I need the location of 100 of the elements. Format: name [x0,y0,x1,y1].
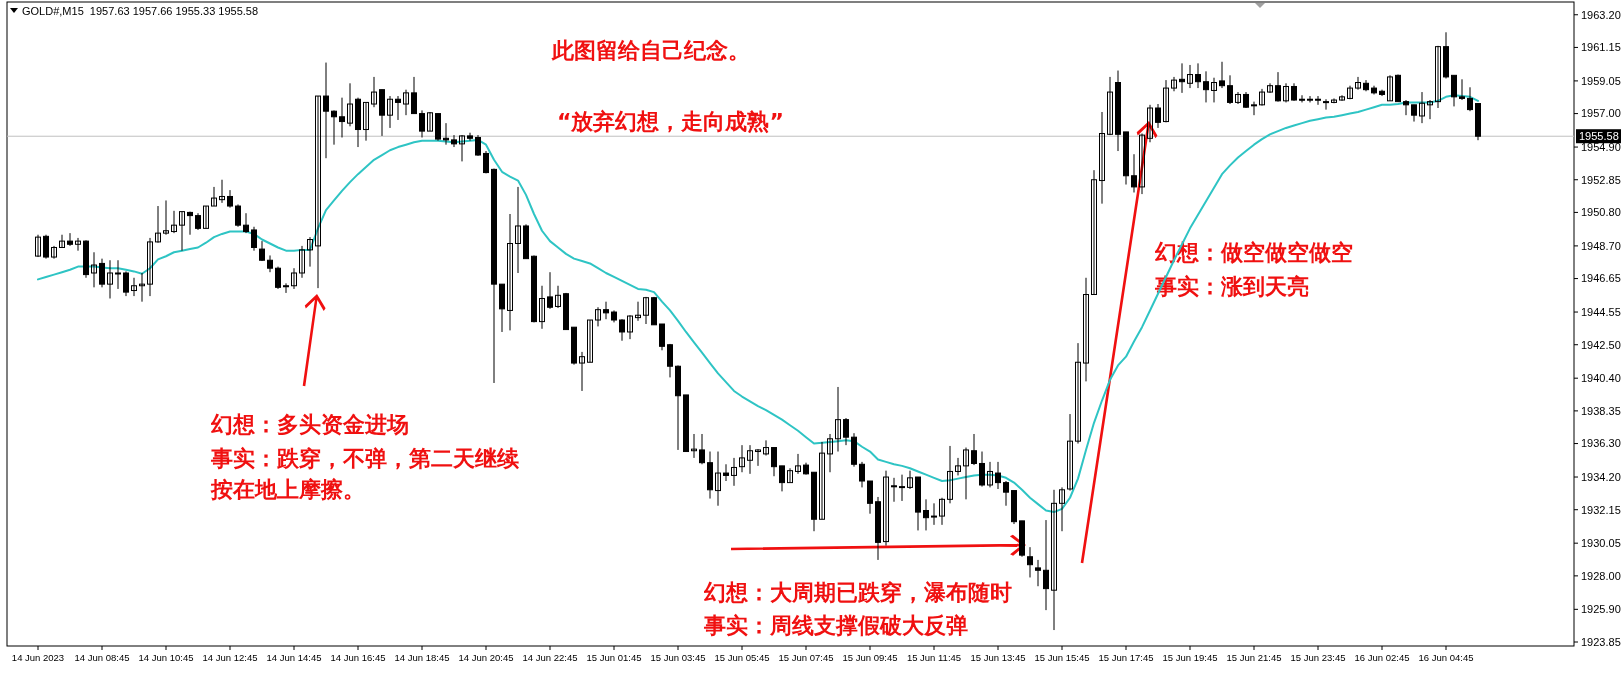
candlestick [1299,94,1305,103]
candlestick [595,306,601,327]
x-tick-label: 14 Jun 2023 [11,652,65,663]
x-tick-label: 15 Jun 21:45 [1226,652,1282,663]
candlestick [699,433,705,465]
candlestick [155,205,161,244]
x-tick-label: 14 Jun 08:45 [74,652,130,663]
x-tick-label: 15 Jun 05:45 [714,652,770,663]
candlestick [1075,342,1081,445]
candlestick [1195,62,1201,89]
y-tick-label: 1938.35 [1581,404,1621,417]
candlestick [1043,519,1049,611]
candlestick [883,470,889,547]
candlestick [363,101,369,142]
candlestick [1083,277,1089,382]
candlestick [1179,62,1185,94]
candlestick [459,134,465,162]
candlestick [779,465,785,492]
candlestick [715,451,721,507]
candlestick [147,237,153,297]
candlestick [1155,103,1161,129]
y-tick-label: 1930.05 [1581,537,1621,550]
candlestick [1147,104,1153,143]
candlestick [75,237,81,252]
candlestick [859,461,865,488]
x-tick-label: 15 Jun 13:45 [970,652,1026,663]
y-tick-label: 1950.80 [1581,206,1621,219]
candlestick [1435,45,1441,109]
y-tick-label: 1952.85 [1581,173,1621,186]
y-tick-label: 1963.20 [1581,8,1621,21]
x-tick-label: 15 Jun 03:45 [650,652,706,663]
candlestick [955,457,961,476]
y-tick-label: 1928.00 [1581,569,1621,582]
candlestick [891,477,897,503]
y-tick-label: 1944.55 [1581,305,1621,318]
candlestick [1283,82,1289,103]
candlestick [659,323,665,351]
x-tick-label: 15 Jun 23:45 [1290,652,1346,663]
y-tick-label: 1936.30 [1581,437,1621,450]
x-tick-label: 14 Jun 18:45 [394,652,450,663]
candlestick [763,439,769,457]
candlestick [131,277,137,297]
candlestick [283,282,289,294]
candlestick [843,417,849,446]
candlestick [1227,74,1233,105]
candlestick [1355,76,1361,91]
candlestick [387,95,393,129]
x-tick-label: 15 Jun 07:45 [778,652,834,663]
candlestick [979,451,985,488]
candlestick [1035,559,1041,587]
candlestick [931,502,937,526]
ref-line-label: 1955.58 [1579,130,1619,143]
x-tick-label: 15 Jun 11:45 [906,652,962,663]
candlestick [995,461,1001,490]
candlestick [739,444,745,473]
candlestick [315,95,321,289]
x-tick-label: 15 Jun 01:45 [586,652,642,663]
candlestick [1219,61,1225,89]
candlestick [1267,82,1273,94]
candlestick [1091,169,1097,296]
x-tick-label: 16 Jun 04:45 [1418,652,1474,663]
y-tick-label: 1959.05 [1581,74,1621,87]
candlestick [139,272,145,303]
candlestick [1459,78,1465,101]
y-tick-label: 1940.40 [1581,372,1621,385]
y-tick-label: 1942.50 [1581,338,1621,351]
x-tick-label: 14 Jun 10:45 [138,652,194,663]
candlestick [291,267,297,290]
candlestick [867,480,873,515]
candlestick [395,95,401,121]
annotation: 按在地上摩擦。 [210,477,365,502]
candlestick [907,470,913,490]
candlestick [1451,74,1457,107]
candlestick [1235,91,1241,105]
candlestick [43,234,49,260]
candlestick [1139,133,1145,195]
candlestick [91,251,97,288]
candlestick [107,259,113,299]
candlestick [1347,85,1353,100]
candlestick [1339,94,1345,102]
x-tick-label: 15 Jun 09:45 [842,652,898,663]
candlestick [67,232,73,247]
candlestick [1275,71,1281,103]
candlestick [1467,86,1473,112]
candlestick [1171,76,1177,92]
candlestick [427,111,433,132]
y-tick-label: 1923.85 [1581,635,1621,648]
candlestick [235,203,241,228]
candlestick [419,109,425,138]
candlestick [603,301,609,320]
candlestick [331,109,337,146]
candlestick [179,211,185,252]
y-tick-label: 1925.90 [1581,603,1621,616]
x-tick-label: 16 Jun 02:45 [1354,652,1410,663]
candlestick [339,97,345,138]
candlestick [1251,101,1257,116]
candlestick [219,179,225,204]
candlestick [243,212,249,234]
candlestick [35,234,41,258]
candlestick [731,457,737,487]
